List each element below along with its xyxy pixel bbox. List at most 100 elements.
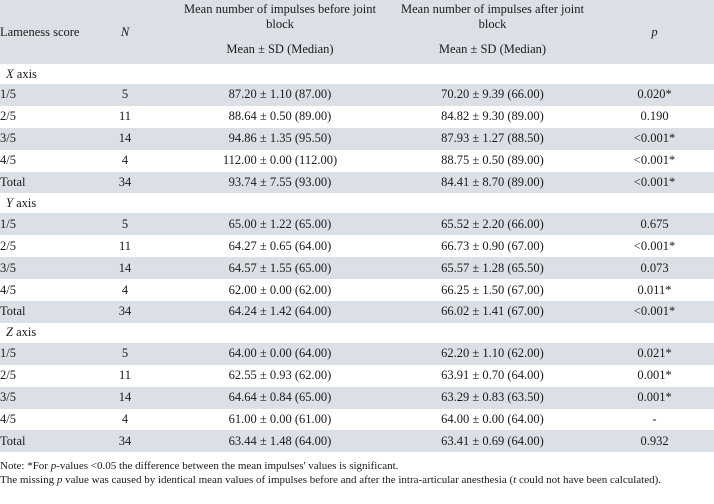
cell-p-value: 0.001* [595,364,714,387]
cell-mean-after: 84.41 ± 8.70 (89.00) [390,171,595,194]
cell-n: 11 [80,364,170,387]
header-p: p [595,0,714,64]
cell-mean-before: 64.57 ± 1.55 (65.00) [170,257,390,280]
header-after-sub: Mean ± SD (Median) [390,34,595,64]
table-row: 3/5 14 64.64 ± 0.84 (65.00) 63.29 ± 0.83 (6… [0,386,714,409]
cell-n: 5 [80,213,170,236]
table-header: Lameness score N Mean number of impulses… [0,0,714,64]
cell-p-value: - [595,408,714,431]
cell-lameness-score: Total [0,171,80,194]
cell-mean-after: 65.57 ± 1.28 (65.50) [390,257,595,280]
cell-lameness-score: 4/5 [0,279,80,302]
axis-section-row: X axis [0,64,714,84]
cell-p-value: 0.073 [595,257,714,280]
table-row: 1/5 5 64.00 ± 0.00 (64.00) 62.20 ± 1.10 (62… [0,342,714,365]
cell-p-value: <0.001* [595,171,714,194]
cell-mean-before: 64.00 ± 0.00 (64.00) [170,342,390,365]
header-n: N [80,0,170,64]
cell-lameness-score: Total [0,430,80,453]
cell-p-value: 0.020* [595,84,714,106]
cell-lameness-score: 1/5 [0,342,80,365]
table-body: X axis 1/5 5 87.20 ± 1.10 (87.00) 70.20 ± 9.… [0,64,714,453]
cell-p-value: <0.001* [595,235,714,258]
cell-n: 14 [80,386,170,409]
cell-n: 4 [80,149,170,172]
cell-lameness-score: 3/5 [0,257,80,280]
cell-mean-after: 66.25 ± 1.50 (67.00) [390,279,595,302]
cell-mean-after: 87.93 ± 1.27 (88.50) [390,127,595,150]
cell-lameness-score: 4/5 [0,408,80,431]
table-row: 2/5 11 62.55 ± 0.93 (62.00) 63.91 ± 0.70 (6… [0,364,714,387]
table-row: 1/5 5 87.20 ± 1.10 (87.00) 70.20 ± 9.39 (66… [0,84,714,106]
axis-section-label: Z axis [0,322,714,343]
header-after: Mean number of impulses after joint bloc… [390,0,595,34]
cell-p-value: <0.001* [595,149,714,172]
cell-n: 5 [80,84,170,106]
table-row: 4/5 4 112.00 ± 0.00 (112.00) 88.75 ± 0.50 (… [0,149,714,172]
table-row: 2/5 11 88.64 ± 0.50 (89.00) 84.82 ± 9.30 (8… [0,105,714,128]
cell-mean-after: 88.75 ± 0.50 (89.00) [390,149,595,172]
cell-mean-before: 112.00 ± 0.00 (112.00) [170,149,390,172]
cell-mean-after: 84.82 ± 9.30 (89.00) [390,105,595,128]
table-row: Total 34 93.74 ± 7.55 (93.00) 84.41 ± 8.70 … [0,171,714,194]
cell-n: 4 [80,408,170,431]
cell-p-value: 0.932 [595,430,714,453]
cell-n: 5 [80,342,170,365]
cell-mean-before: 87.20 ± 1.10 (87.00) [170,84,390,106]
cell-p-value: 0.190 [595,105,714,128]
cell-mean-after: 62.20 ± 1.10 (62.00) [390,342,595,365]
cell-lameness-score: 2/5 [0,235,80,258]
cell-p-value: 0.675 [595,213,714,236]
cell-lameness-score: 2/5 [0,105,80,128]
cell-mean-before: 62.00 ± 0.00 (62.00) [170,279,390,302]
cell-mean-after: 65.52 ± 2.20 (66.00) [390,213,595,236]
cell-lameness-score: 2/5 [0,364,80,387]
cell-p-value: 0.021* [595,342,714,365]
cell-mean-before: 63.44 ± 1.48 (64.00) [170,430,390,453]
note-missing-p: The missing p value was caused by identi… [0,473,661,486]
cell-mean-before: 65.00 ± 1.22 (65.00) [170,213,390,236]
table-row: 4/5 4 62.00 ± 0.00 (62.00) 66.25 ± 1.50 (67… [0,279,714,302]
table-row: 3/5 14 94.86 ± 1.35 (95.50) 87.93 ± 1.27 (8… [0,127,714,150]
cell-mean-before: 88.64 ± 0.50 (89.00) [170,105,390,128]
cell-n: 4 [80,279,170,302]
header-lameness-score: Lameness score [0,0,80,64]
axis-section-label: Y axis [0,193,714,214]
cell-n: 14 [80,257,170,280]
cell-mean-before: 61.00 ± 0.00 (61.00) [170,408,390,431]
cell-lameness-score: 4/5 [0,149,80,172]
table-row: Total 34 63.44 ± 1.48 (64.00) 63.41 ± 0.69 … [0,430,714,453]
cell-mean-before: 64.64 ± 0.84 (65.00) [170,386,390,409]
cell-mean-before: 93.74 ± 7.55 (93.00) [170,171,390,194]
table-row: Total 34 64.24 ± 1.42 (64.00) 66.02 ± 1.41 … [0,301,714,323]
note-significance: Note: *For p-values <0.05 the difference… [0,460,399,472]
table-notes: Note: *For p-values <0.05 the difference… [0,460,710,487]
cell-lameness-score: 1/5 [0,213,80,236]
table-row: 2/5 11 64.27 ± 0.65 (64.00) 66.73 ± 0.90 (6… [0,235,714,258]
cell-lameness-score: Total [0,301,80,323]
impulses-table: Lameness score N Mean number of impulses… [0,0,714,453]
cell-p-value: 0.001* [595,386,714,409]
cell-lameness-score: 1/5 [0,84,80,106]
cell-mean-before: 64.27 ± 0.65 (64.00) [170,235,390,258]
cell-mean-after: 70.20 ± 9.39 (66.00) [390,84,595,106]
cell-p-value: <0.001* [595,127,714,150]
cell-n: 11 [80,105,170,128]
axis-section-row: Z axis [0,322,714,343]
table-row: 1/5 5 65.00 ± 1.22 (65.00) 65.52 ± 2.20 (66… [0,213,714,236]
cell-p-value: <0.001* [595,301,714,323]
header-before: Mean number of impulses before joint blo… [170,0,390,34]
cell-mean-after: 64.00 ± 0.00 (64.00) [390,408,595,431]
cell-mean-after: 63.41 ± 0.69 (64.00) [390,430,595,453]
cell-p-value: 0.011* [595,279,714,302]
header-before-sub: Mean ± SD (Median) [170,34,390,64]
cell-mean-before: 62.55 ± 0.93 (62.00) [170,364,390,387]
table-row: 3/5 14 64.57 ± 1.55 (65.00) 65.57 ± 1.28 (6… [0,257,714,280]
cell-mean-before: 94.86 ± 1.35 (95.50) [170,127,390,150]
cell-n: 34 [80,171,170,194]
cell-n: 34 [80,430,170,453]
cell-n: 11 [80,235,170,258]
table-row: 4/5 4 61.00 ± 0.00 (61.00) 64.00 ± 0.00 (64… [0,408,714,431]
cell-lameness-score: 3/5 [0,386,80,409]
